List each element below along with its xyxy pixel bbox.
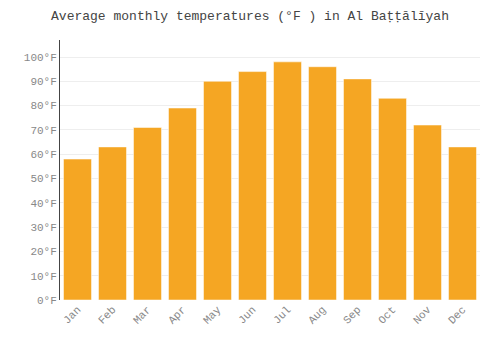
svg-text:90°F: 90°F (30, 76, 56, 88)
svg-text:Mar: Mar (131, 304, 153, 326)
svg-text:Average monthly temperatures (: Average monthly temperatures (°F ) in Al… (51, 9, 449, 24)
svg-text:Nov: Nov (411, 304, 434, 327)
svg-text:Aug: Aug (306, 304, 328, 326)
svg-text:50°F: 50°F (30, 173, 56, 185)
svg-text:Feb: Feb (96, 304, 118, 326)
svg-text:0°F: 0°F (37, 295, 57, 307)
svg-text:30°F: 30°F (30, 222, 56, 234)
svg-text:100°F: 100°F (24, 52, 57, 64)
svg-text:Jul: Jul (271, 304, 293, 326)
svg-text:70°F: 70°F (30, 125, 56, 137)
svg-text:60°F: 60°F (30, 149, 56, 161)
svg-text:10°F: 10°F (30, 271, 56, 283)
svg-text:Jan: Jan (61, 304, 83, 326)
svg-text:Sep: Sep (341, 304, 363, 326)
svg-text:Jun: Jun (236, 304, 258, 326)
svg-text:80°F: 80°F (30, 100, 56, 112)
svg-text:Apr: Apr (166, 304, 188, 326)
svg-text:20°F: 20°F (30, 246, 56, 258)
svg-text:Dec: Dec (446, 304, 468, 326)
svg-text:40°F: 40°F (30, 198, 56, 210)
svg-text:Oct: Oct (376, 304, 398, 326)
svg-text:May: May (201, 304, 224, 327)
